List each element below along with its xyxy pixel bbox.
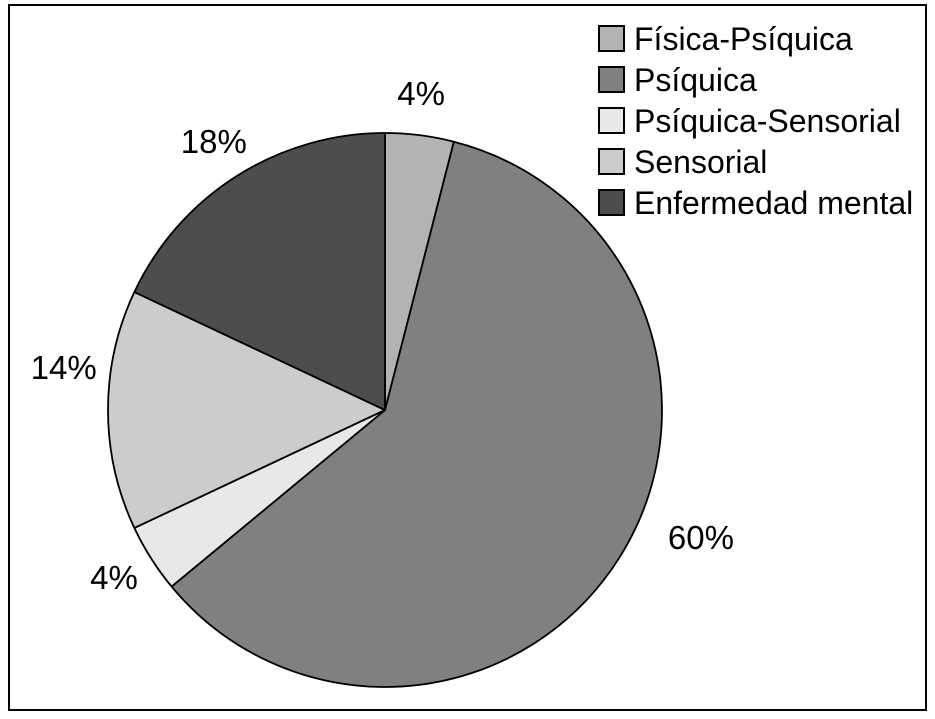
pie-label-3: 4% [90, 559, 138, 596]
legend-swatch-icon [598, 148, 625, 175]
legend-label: Enfermedad mental [634, 184, 914, 221]
legend-swatch-icon [598, 25, 625, 52]
pie-slice-4 [107, 291, 386, 529]
pie-label-5: 18% [181, 123, 247, 160]
legend-item-2: Psíquica [598, 59, 913, 100]
legend: Física-Psíquica Psíquica Psíquica-Sensoria… [598, 18, 913, 223]
legend-label: Psíquica-Sensorial [634, 102, 901, 139]
legend-swatch-icon [598, 107, 625, 134]
legend-label: Psíquica [634, 61, 757, 98]
legend-item-5: Enfermedad mental [598, 182, 913, 223]
legend-label: Sensorial [634, 143, 768, 180]
pie-slices [107, 132, 663, 688]
legend-label: Física-Psíquica [634, 20, 853, 57]
pie-label-2: 60% [668, 519, 734, 556]
legend-swatch-icon [598, 189, 625, 216]
legend-item-1: Física-Psíquica [598, 18, 913, 59]
legend-item-3: Psíquica-Sensorial [598, 100, 913, 141]
pie-percentage-labels: 4% 60% 4% 14% 18% [31, 75, 734, 596]
pie-slice-5 [133, 132, 386, 411]
legend-swatch-icon [598, 66, 625, 93]
pie-label-1: 4% [397, 75, 445, 112]
pie-label-4: 14% [31, 349, 97, 386]
legend-item-4: Sensorial [598, 141, 913, 182]
pie-slice-2 [170, 140, 663, 688]
